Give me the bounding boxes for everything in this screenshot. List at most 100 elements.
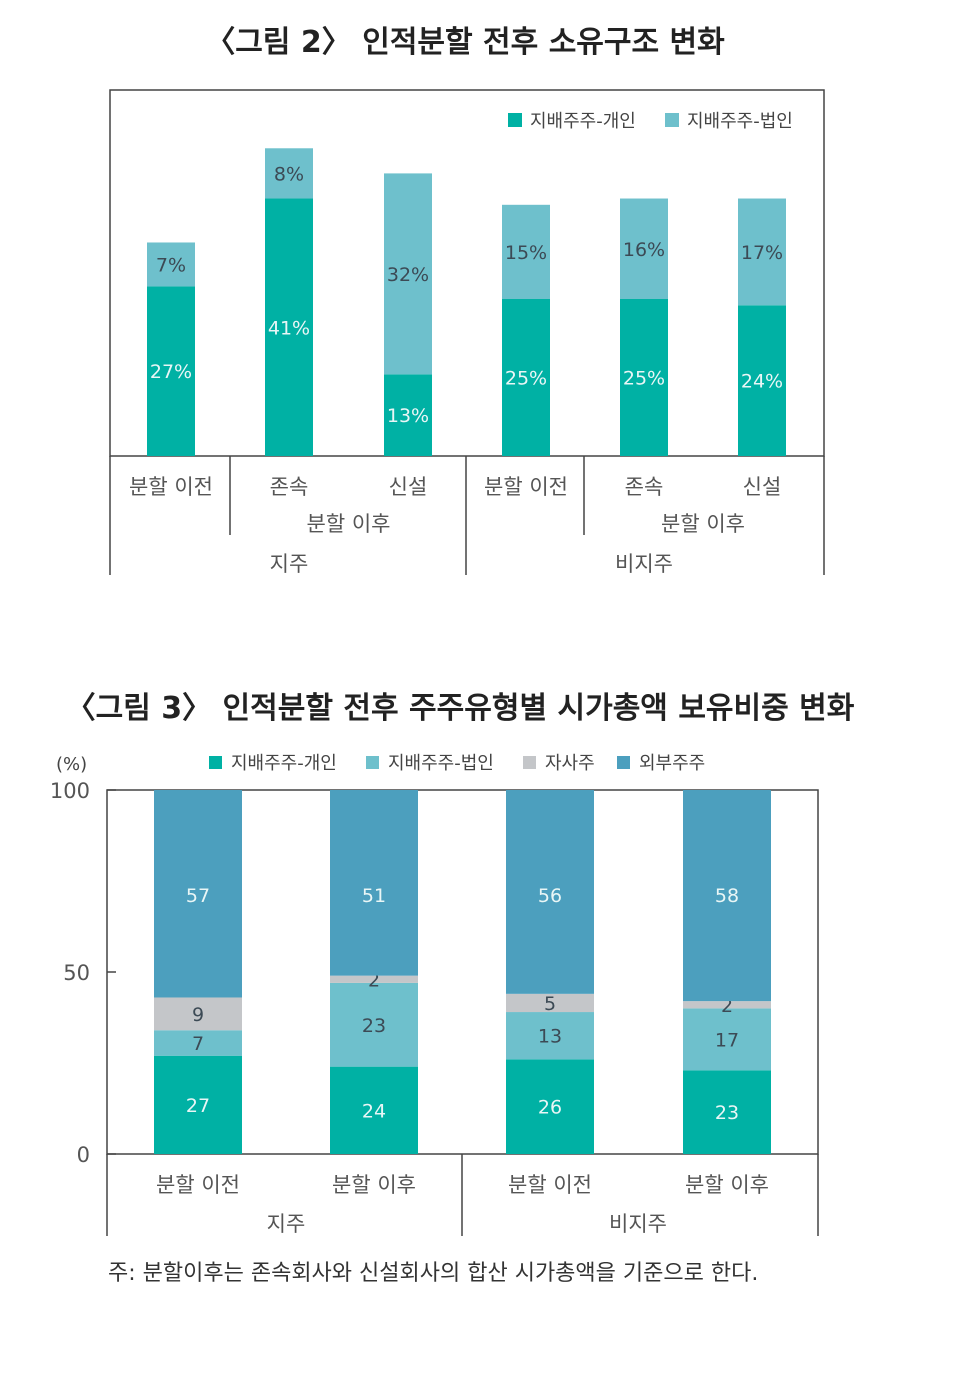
chart2-legend-swatch [617, 756, 630, 769]
chart2-bar-segment [506, 993, 594, 1013]
chart1-category-label: 신설 [743, 475, 782, 499]
chart1-bar-segment [384, 374, 432, 456]
chart2-data-label: 23 [362, 1015, 386, 1037]
chart1-subgroup-label: 분할 이후 [661, 512, 745, 536]
chart1-data-label: 13% [387, 405, 429, 427]
chart2-group-label: 지주 [267, 1212, 306, 1236]
ownership-structure-chart: 〈그림 2〉 인적분할 전후 소유구조 변화 지배주주-개인 지배주주-법인 27… [109, 25, 825, 576]
chart1-bar-segment [502, 299, 550, 456]
chart1-data-label: 17% [741, 242, 783, 264]
chart2-bar-segment [154, 1030, 242, 1056]
chart2-data-label: 5 [544, 993, 556, 1015]
chart2-bar-segment [154, 790, 242, 998]
chart1-plot-frame [109, 89, 825, 457]
chart1-title: 〈그림 2〉 인적분할 전후 소유구조 변화 [205, 25, 725, 60]
chart2-y-tick-label: 0 [77, 1143, 90, 1167]
chart2-data-label: 58 [715, 885, 739, 907]
chart1-data-label: 32% [387, 264, 429, 286]
chart2-y-axis: 0 50 100 [50, 779, 116, 1167]
chart2-bar-segment [330, 975, 418, 983]
chart1-data-label: 8% [274, 163, 304, 185]
chart2-category-label: 분할 이후 [685, 1173, 769, 1197]
chart1-bars: 27% 7% 41% 8% 13% 32% 25% 15% 25% 16% 24% 17% [147, 148, 786, 456]
chart1-legend-label: 지배주주-개인 [530, 111, 636, 132]
chart2-y-tick-label: 100 [50, 779, 90, 803]
chart1-subgroup-label: 분할 이후 [307, 512, 391, 536]
chart2-data-label: 13 [538, 1026, 562, 1048]
chart1-legend: 지배주주-개인 지배주주-법인 [508, 111, 793, 132]
chart1-data-label: 25% [623, 368, 665, 390]
chart2-legend-label: 외부주주 [639, 753, 705, 774]
chart2-group-label: 비지주 [609, 1212, 667, 1236]
chart2-legend-swatch [523, 756, 536, 769]
chart2-bar-segment [154, 997, 242, 1031]
chart2-data-label: 23 [715, 1102, 739, 1124]
chart2-data-label: 24 [362, 1100, 386, 1122]
chart1-data-label: 7% [156, 254, 186, 276]
chart2-category-label: 분할 이전 [156, 1173, 240, 1197]
chart2-category-label: 분할 이전 [508, 1173, 592, 1197]
chart2-bar-segment [506, 1059, 594, 1154]
chart2-legend-label: 지배주주-법인 [388, 753, 494, 774]
chart2-legend: 지배주주-개인 지배주주-법인 자사주 외부주주 [209, 753, 705, 774]
chart2-footnote: 주: 분할이후는 존속회사와 신설회사의 합산 시가총액을 기준으로 한다. [108, 1261, 758, 1286]
chart1-group-label: 비지주 [615, 552, 673, 576]
chart1-bar-segment [265, 198, 313, 456]
chart1-category-label: 분할 이전 [484, 475, 568, 499]
chart1-bar-segment [265, 148, 313, 199]
chart2-data-label: 26 [538, 1097, 562, 1119]
chart2-bar-segment [683, 1070, 771, 1154]
chart2-bar-segment [330, 982, 418, 1067]
chart1-bar-segment [620, 299, 668, 456]
chart1-group-label: 지주 [270, 552, 309, 576]
chart2-data-label: 51 [362, 885, 386, 907]
chart2-unit-label: (%) [56, 754, 87, 775]
chart2-bar-segment [683, 1001, 771, 1009]
chart2-legend-swatch [209, 756, 222, 769]
chart2-bar-segment [683, 790, 771, 1002]
chart1-data-label: 24% [741, 371, 783, 393]
chart2-bar-segment [330, 790, 418, 976]
chart1-bar-segment [738, 305, 786, 456]
chart2-data-label: 27 [186, 1095, 210, 1117]
chart2-data-label: 17 [715, 1029, 739, 1051]
chart1-bar-segment [620, 198, 668, 299]
chart2-legend-swatch [366, 756, 379, 769]
chart1-category-label: 존속 [270, 475, 309, 499]
chart1-data-label: 15% [505, 242, 547, 264]
chart2-bar-segment [683, 1008, 771, 1071]
chart2-title: 〈그림 3〉 인적분할 전후 주주유형별 시가총액 보유비중 변화 [66, 691, 855, 726]
chart1-legend-swatch [665, 113, 679, 127]
chart2-bar-segment [506, 1012, 594, 1060]
chart1-bar-segment [384, 173, 432, 375]
chart2-data-label: 57 [186, 885, 210, 907]
chart2-category-label: 분할 이후 [332, 1173, 416, 1197]
chart2-y-tick-label: 50 [63, 961, 90, 985]
chart1-category-label: 존속 [625, 475, 664, 499]
chart2-legend-label: 자사주 [545, 753, 595, 774]
chart2-data-label: 7 [192, 1033, 204, 1055]
chart1-data-label: 16% [623, 239, 665, 261]
chart1-category-label: 신설 [389, 475, 428, 499]
chart2-bar-segment [506, 790, 594, 994]
chart1-bar-segment [738, 198, 786, 306]
chart1-data-label: 27% [150, 361, 192, 383]
chart1-data-label: 41% [268, 317, 310, 339]
chart2-bar-segment [330, 1066, 418, 1154]
chart1-bar-segment [502, 204, 550, 299]
chart1-data-label: 25% [505, 368, 547, 390]
chart1-legend-swatch [508, 113, 522, 127]
chart2-data-label: 9 [192, 1004, 204, 1026]
chart2-data-label: 56 [538, 885, 562, 907]
chart1-legend-label: 지배주주-법인 [687, 111, 793, 132]
chart1-category-label: 분할 이전 [129, 475, 213, 499]
market-cap-share-chart: 〈그림 3〉 인적분할 전후 주주유형별 시가총액 보유비중 변화 (%) 지배… [50, 691, 855, 1286]
chart1-bar-segment [147, 286, 195, 456]
chart1-bar-segment [147, 242, 195, 287]
chart2-bar-segment [154, 1055, 242, 1154]
